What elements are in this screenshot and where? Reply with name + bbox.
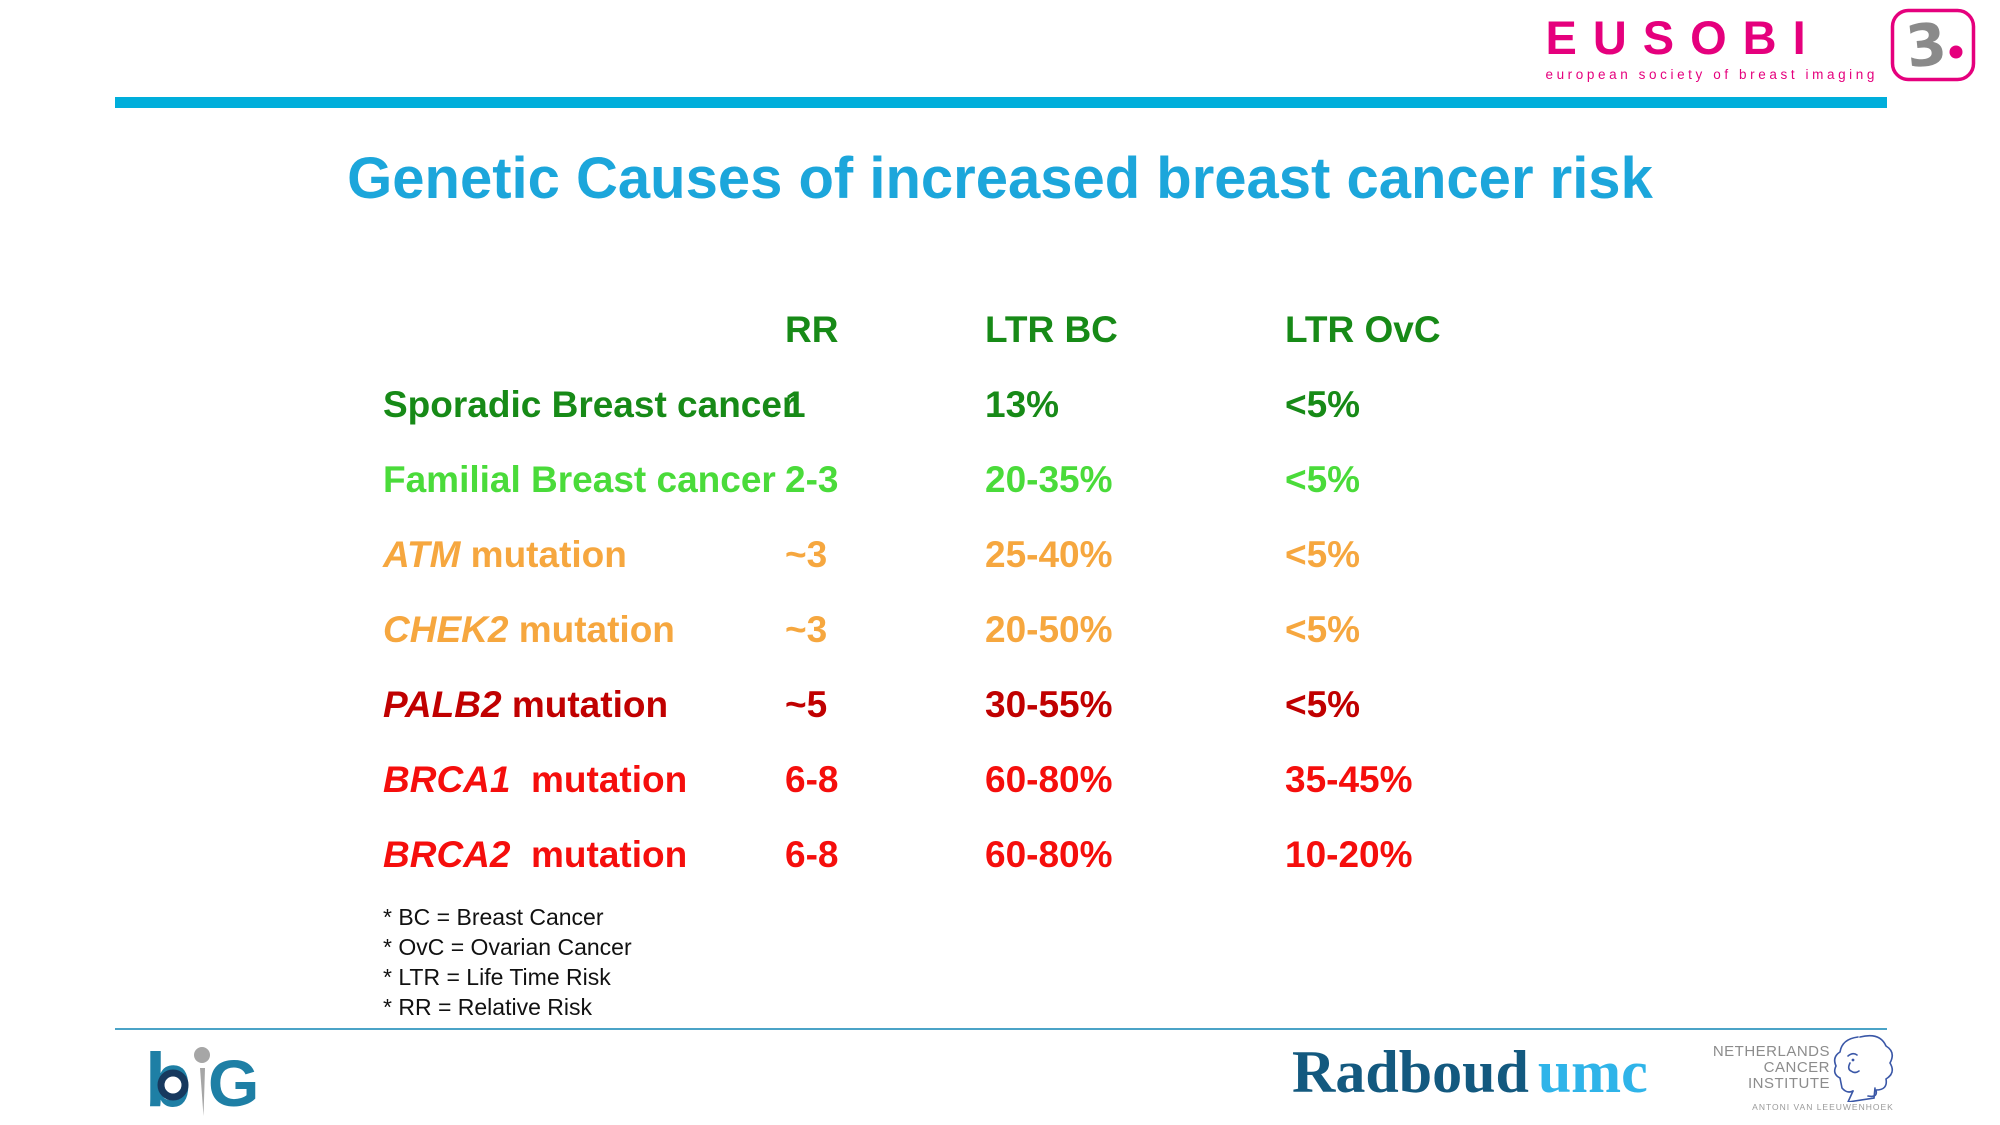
cell-value: 1 <box>785 384 806 425</box>
footnotes: * BC = Breast Cancer * OvC = Ovarian Canc… <box>383 902 632 1022</box>
row-label: BRCA1 mutation <box>383 759 688 800</box>
row-label: Familial Breast cancer <box>383 459 776 500</box>
cell-value: 20-50% <box>985 609 1113 650</box>
cell-value: 6-8 <box>785 834 839 875</box>
column-header: RR <box>785 309 839 350</box>
column-header: LTR OvC <box>1285 309 1441 350</box>
umc-wordmark: umc <box>1537 1039 1648 1105</box>
row-label: CHEK2 mutation <box>383 609 675 650</box>
table-row: Familial Breast cancer 2-3 20-35% <5% <box>0 460 2000 510</box>
eusobi-wordmark: EUSOBI <box>1545 11 1822 64</box>
cell-value: 10-20% <box>1285 834 1413 875</box>
cell-value: 2-3 <box>785 459 839 500</box>
cell-value: ~3 <box>785 534 828 575</box>
footer-divider <box>115 1028 1887 1030</box>
eusobi-tagline: european society of breast imaging <box>1545 67 1878 82</box>
cell-value: 30-55% <box>985 684 1113 725</box>
table-header-row: RR LTR BC LTR OvC <box>0 310 2000 360</box>
radboudumc-logo: Radboud umc <box>1292 1042 1648 1102</box>
footnote: * LTR = Life Time Risk <box>383 964 611 990</box>
nki-name: NETHERLANDS CANCER INSTITUTE <box>1713 1044 1830 1092</box>
svg-text:3: 3 <box>1903 9 1950 81</box>
column-header: LTR BC <box>985 309 1118 350</box>
cell-value: ~5 <box>785 684 828 725</box>
gene-name: ATM <box>383 534 461 575</box>
cell-value: <5% <box>1285 459 1361 500</box>
footnote: * OvC = Ovarian Cancer <box>383 934 632 960</box>
cell-value: 25-40% <box>985 534 1113 575</box>
footnote: * BC = Breast Cancer <box>383 904 604 930</box>
table-row: ATM mutation ~3 25-40% <5% <box>0 535 2000 585</box>
nki-portrait-icon <box>1828 1032 1900 1107</box>
row-label: ATM mutation <box>383 534 627 575</box>
gene-name: BRCA2 <box>383 834 511 875</box>
table-row: CHEK2 mutation ~3 20-50% <5% <box>0 610 2000 660</box>
cell-value: ~3 <box>785 609 828 650</box>
cell-value: <5% <box>1285 384 1361 425</box>
table-row: BRCA1 mutation 6-8 60-80% 35-45% <box>0 760 2000 810</box>
row-label: Sporadic Breast cancer <box>383 384 797 425</box>
cell-value: 35-45% <box>1285 759 1413 800</box>
nki-line2: CANCER <box>1763 1059 1830 1076</box>
cell-value: 13% <box>985 384 1060 425</box>
cell-value: 60-80% <box>985 834 1113 875</box>
nki-subtitle: ANTONI VAN LEEUWENHOEK <box>1752 1102 1894 1112</box>
header-divider <box>115 97 1887 108</box>
row-label: PALB2 mutation <box>383 684 669 725</box>
cell-value: <5% <box>1285 684 1361 725</box>
cell-value: 6-8 <box>785 759 839 800</box>
cell-value: <5% <box>1285 609 1361 650</box>
row-label: BRCA2 mutation <box>383 834 688 875</box>
risk-table: RR LTR BC LTR OvC Sporadic Breast cancer 1 1… <box>0 310 2000 885</box>
nki-line3: INSTITUTE <box>1748 1075 1830 1092</box>
cell-value: <5% <box>1285 534 1361 575</box>
cell-value: 20-35% <box>985 459 1113 500</box>
eusobi-breast-icon: 3 <box>1890 8 1976 87</box>
gene-name: PALB2 <box>383 684 502 725</box>
table-row: PALB2 mutation ~5 30-55% <5% <box>0 685 2000 735</box>
svg-text:G: G <box>208 1046 259 1118</box>
big-logo: b G <box>145 1038 280 1123</box>
page-title: Genetic Causes of increased breast cance… <box>347 146 1653 211</box>
radboud-wordmark: Radboud <box>1292 1039 1529 1105</box>
nki-line1: NETHERLANDS <box>1712 1043 1830 1060</box>
gene-name: CHEK2 <box>383 609 509 650</box>
footnote: * RR = Relative Risk <box>383 994 592 1020</box>
cell-value: 60-80% <box>985 759 1113 800</box>
table-row: BRCA2 mutation 6-8 60-80% 10-20% <box>0 835 2000 885</box>
table-row: Sporadic Breast cancer 1 13% <5% <box>0 385 2000 435</box>
gene-name: BRCA1 <box>383 759 511 800</box>
eusobi-logo: EUSOBI european society of breast imagin… <box>1545 14 1878 82</box>
